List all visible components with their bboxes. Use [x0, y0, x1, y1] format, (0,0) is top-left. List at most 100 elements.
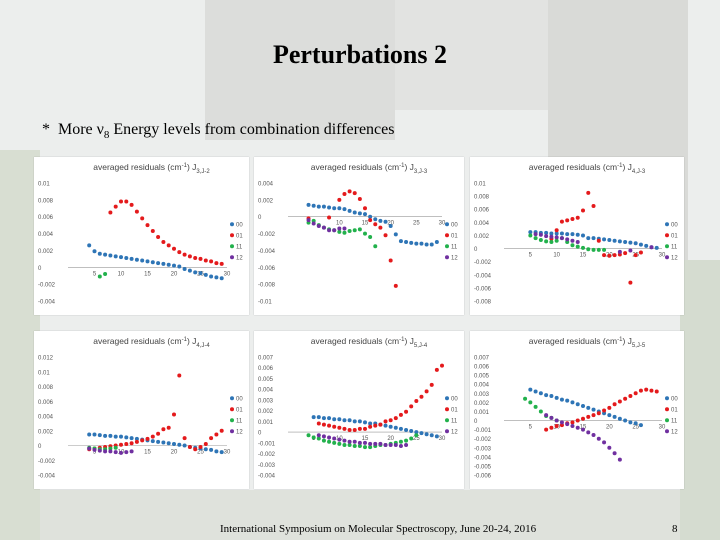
data-point-00: [156, 439, 161, 444]
data-point-01: [628, 280, 633, 285]
data-point-11: [596, 247, 601, 252]
x-tick-label: 5: [529, 253, 533, 259]
data-point-00: [161, 261, 166, 266]
chart-panel-j3-j3: averaged residuals (cm-1) J3,J-3 -0.01 -0.…: [254, 157, 464, 315]
data-point-01: [193, 447, 198, 452]
footer-text: International Symposium on Molecular Spe…: [220, 523, 537, 535]
legend-marker-11: [445, 418, 449, 423]
data-point-00: [156, 261, 161, 266]
data-point-01: [134, 209, 139, 214]
data-point-00: [388, 223, 393, 228]
data-point-01: [440, 363, 444, 368]
data-point-00: [414, 430, 419, 435]
y-tick-label: 0.002: [38, 249, 54, 255]
x-tick-label: 20: [606, 425, 613, 431]
data-point-00: [544, 393, 549, 398]
data-point-00: [182, 266, 187, 271]
bullet-post: Energy levels from combination differenc…: [109, 121, 395, 138]
data-point-00: [565, 398, 570, 403]
data-point-11: [352, 444, 357, 449]
x-tick-label: 20: [171, 450, 178, 456]
data-point-11: [523, 396, 528, 401]
x-tick-label: 10: [336, 221, 343, 227]
data-point-01: [203, 442, 208, 447]
data-point-11: [409, 436, 414, 441]
y-tick-label: -0.006: [474, 474, 492, 480]
data-point-11: [602, 247, 607, 252]
y-tick-label: 0.01: [38, 182, 50, 188]
data-point-01: [586, 190, 591, 195]
data-point-11: [528, 400, 533, 405]
y-tick-label: -0.006: [474, 286, 492, 292]
data-point-01: [409, 404, 414, 409]
legend-marker-00: [665, 396, 669, 401]
data-point-00: [103, 433, 108, 438]
legend-label-01: 01: [451, 408, 458, 414]
data-point-12: [617, 249, 622, 254]
y-tick-label: 0.006: [38, 215, 54, 221]
data-point-00: [108, 433, 113, 438]
y-tick-label: -0.001: [474, 428, 492, 434]
y-tick-label: 0: [258, 431, 262, 437]
data-point-00: [161, 440, 166, 445]
y-tick-label: 0: [474, 247, 478, 253]
legend-label-11: 11: [451, 245, 458, 251]
data-point-12: [628, 248, 633, 253]
data-point-11: [373, 244, 378, 249]
y-tick-label: -0.004: [258, 249, 276, 255]
y-tick-label: -0.003: [474, 446, 492, 452]
data-point-00: [393, 425, 398, 430]
y-tick-label: 0.004: [474, 221, 490, 227]
chart-title: averaged residuals (cm-1) J5,J-4: [311, 336, 428, 349]
data-point-00: [623, 418, 628, 423]
data-point-01: [203, 258, 208, 263]
data-point-00: [586, 236, 591, 241]
data-point-00: [332, 206, 337, 211]
chart-svg-3: averaged residuals (cm-1) J4,J-4 -0.004 -0…: [38, 336, 243, 480]
data-point-11: [591, 247, 596, 252]
data-point-12: [602, 440, 607, 445]
data-point-11: [306, 433, 311, 438]
legend-label-01: 01: [671, 234, 678, 240]
data-point-12: [649, 245, 654, 250]
data-point-01: [378, 422, 383, 427]
data-point-00: [321, 204, 326, 209]
legend-label-00: 00: [236, 397, 243, 403]
data-point-00: [145, 259, 150, 264]
data-point-00: [166, 262, 171, 267]
x-tick-label: 15: [144, 271, 151, 277]
data-point-11: [575, 244, 580, 249]
data-point-12: [398, 444, 403, 449]
data-point-00: [373, 217, 378, 222]
data-point-01: [378, 225, 383, 230]
data-point-00: [337, 206, 342, 211]
legend-label-11: 11: [451, 419, 458, 425]
data-point-00: [209, 447, 214, 452]
data-point-00: [92, 249, 97, 254]
data-point-00: [87, 243, 92, 248]
data-point-00: [347, 418, 352, 423]
data-point-00: [424, 242, 429, 247]
data-point-00: [352, 419, 357, 424]
data-point-00: [203, 447, 208, 452]
data-point-01: [575, 418, 580, 423]
data-point-01: [633, 253, 638, 258]
y-tick-label: 0: [258, 215, 262, 221]
y-tick-label: 0.004: [258, 182, 274, 188]
y-tick-label: -0.002: [474, 437, 492, 443]
data-point-00: [398, 239, 403, 244]
data-point-01: [602, 408, 607, 413]
legend-label-12: 12: [236, 256, 243, 262]
data-point-00: [357, 211, 362, 216]
x-tick-label: 25: [413, 436, 420, 442]
chart-svg-0: averaged residuals (cm-1) J3,J-2 -0.004 -0…: [38, 162, 243, 306]
data-point-00: [166, 441, 171, 446]
legend-label-11: 11: [236, 419, 243, 425]
data-point-00: [638, 242, 643, 247]
data-point-01: [219, 428, 224, 433]
data-point-01: [612, 402, 617, 407]
y-tick-label: 0.008: [38, 198, 54, 204]
data-point-00: [342, 418, 347, 423]
x-tick-label: 30: [439, 436, 446, 442]
data-point-00: [363, 420, 367, 425]
